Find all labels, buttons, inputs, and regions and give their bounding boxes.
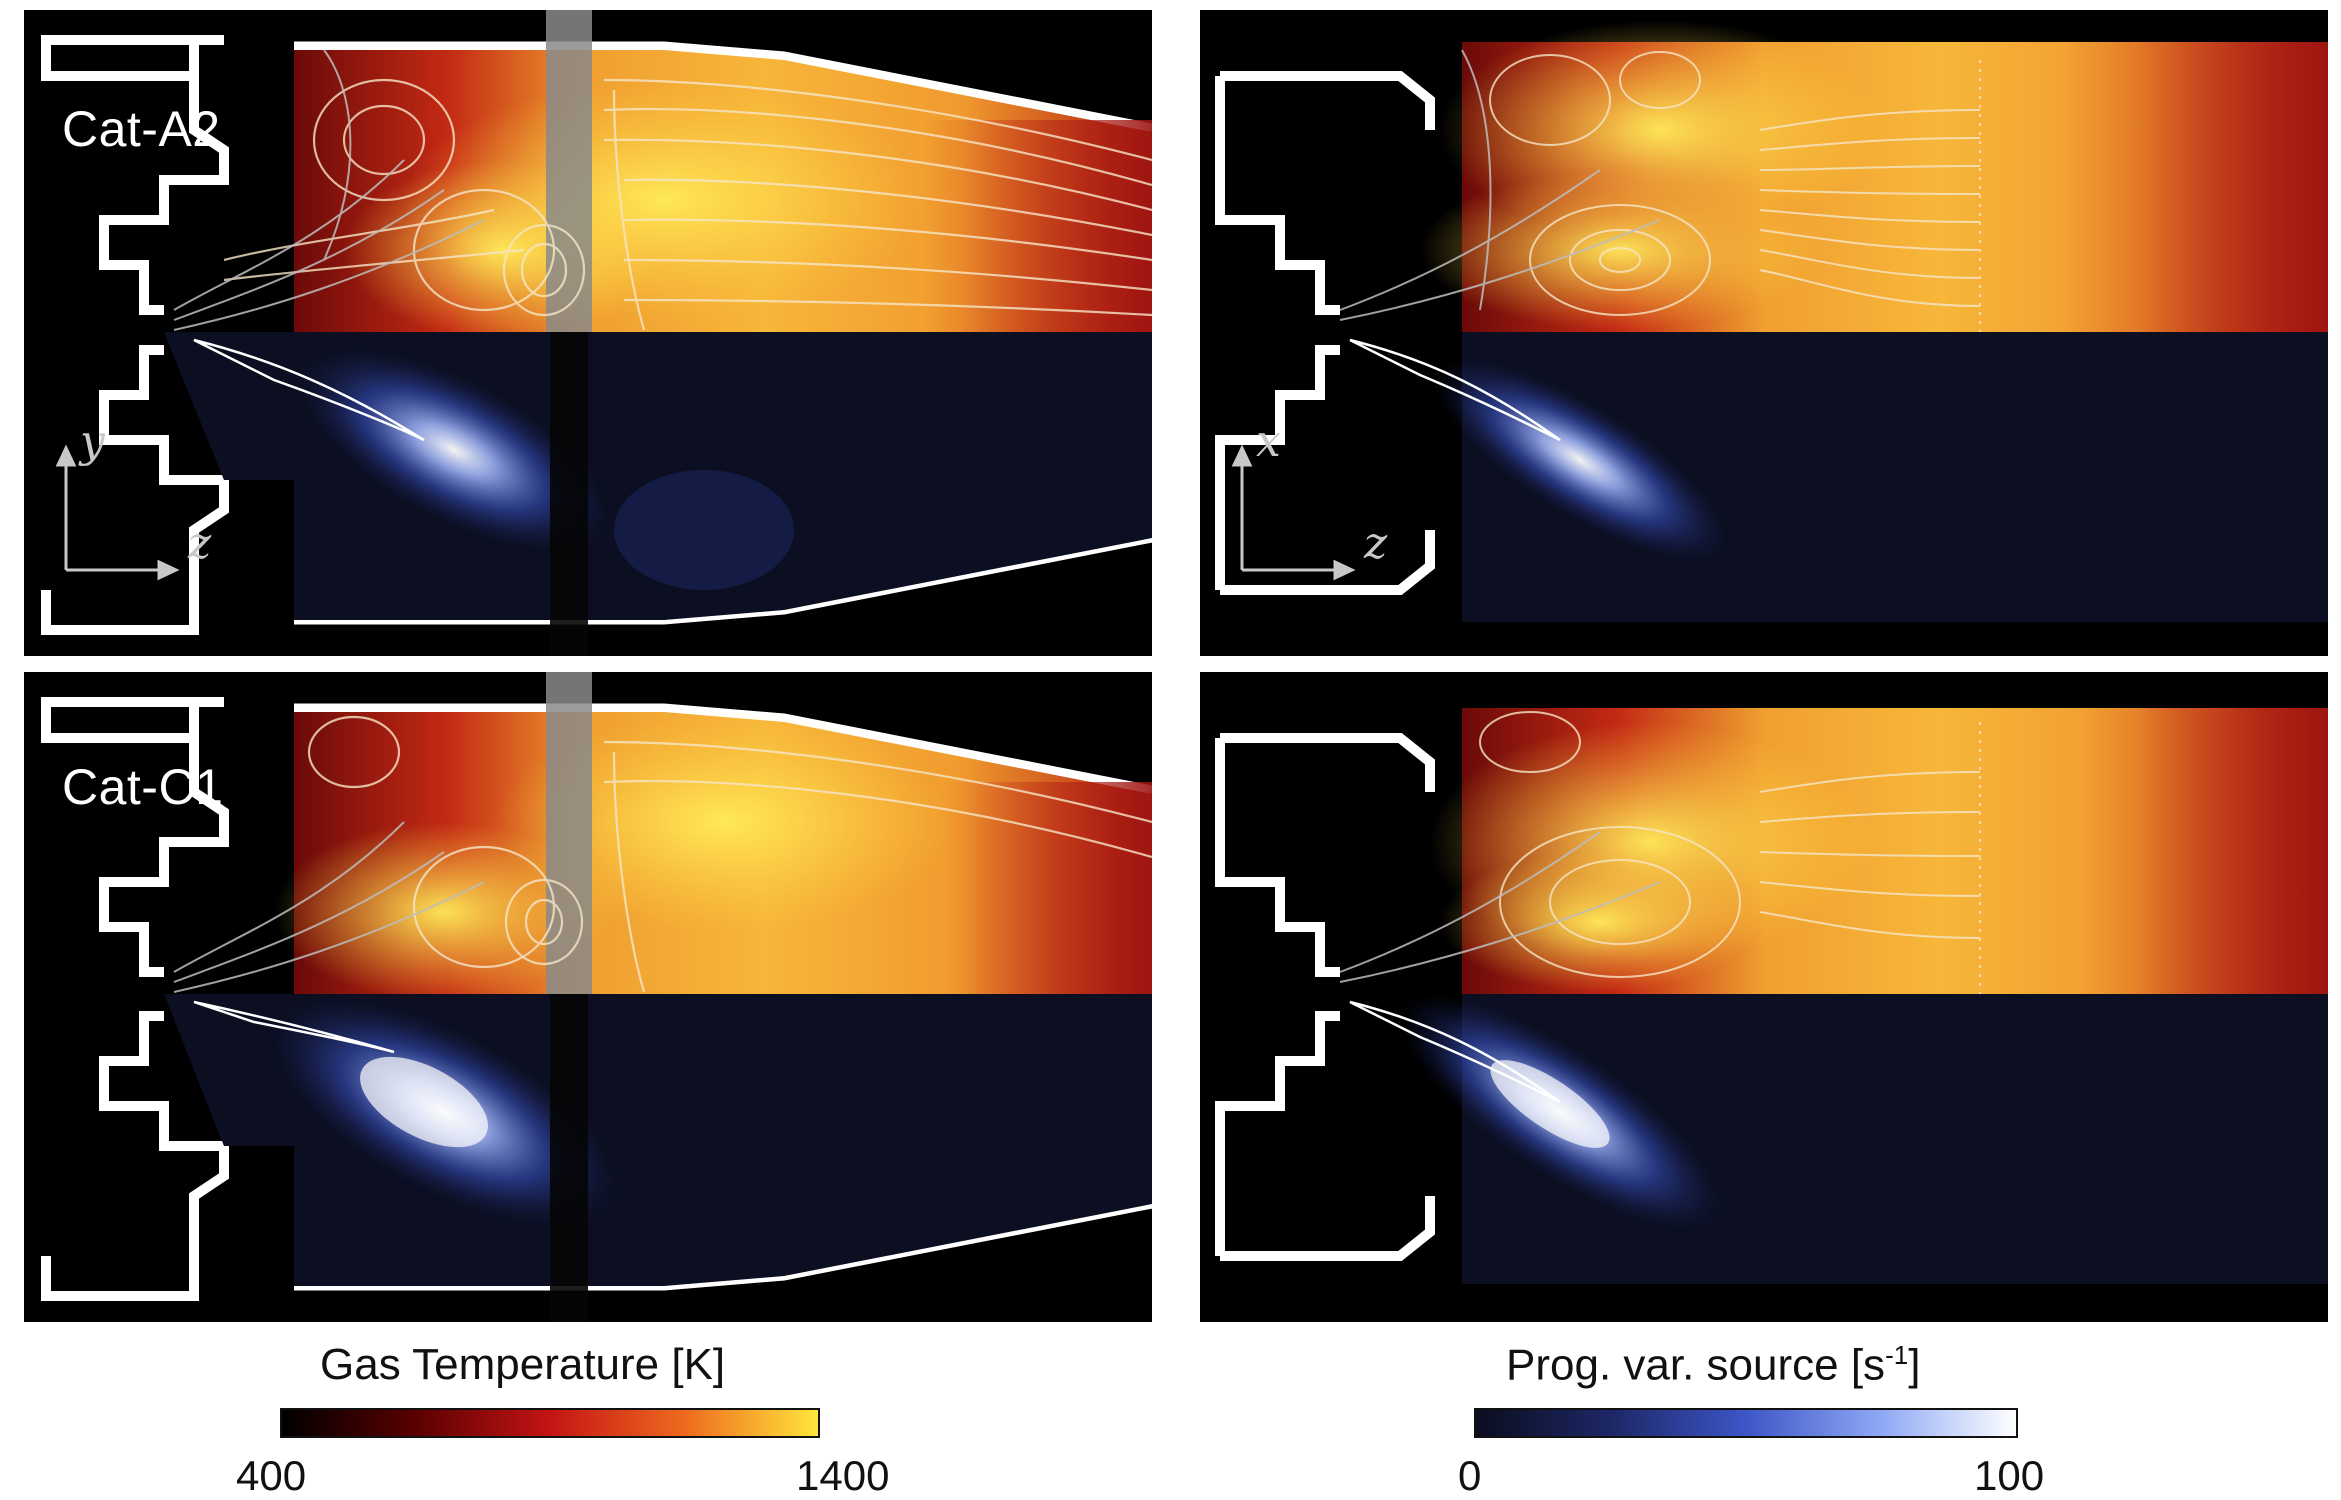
streamlines bbox=[223, 78, 1152, 331]
case-label: Cat-C1 bbox=[62, 759, 224, 815]
source-colorbar-min: 0 bbox=[1458, 1452, 1482, 1499]
temperature-colorbar-min: 400 bbox=[236, 1452, 307, 1499]
temperature-colorbar-max: 1400 bbox=[796, 1452, 890, 1499]
liner-top-outline bbox=[294, 41, 1152, 133]
streamlines bbox=[307, 715, 1152, 993]
axis-label-horizontal: z bbox=[1364, 518, 1388, 569]
source-colorbar bbox=[1474, 1408, 2018, 1438]
panel-cat-c1-top bbox=[1200, 672, 2328, 1322]
dilution-jet bbox=[546, 10, 592, 332]
streamlines bbox=[1479, 711, 1981, 994]
case-label: Cat-A2 bbox=[62, 101, 221, 157]
panel-cat-a2-side: Cat-A2 y z bbox=[24, 10, 1152, 656]
source-colorbar-title: Prog. var. source [s-1] bbox=[1506, 1340, 1921, 1390]
panel-cat-c1-side: Cat-C1 bbox=[24, 672, 1152, 1322]
combustor-side-view-c1 bbox=[24, 672, 1152, 1322]
axis-label-vertical: y bbox=[80, 416, 105, 467]
axis-label-vertical: x bbox=[1256, 416, 1281, 467]
temperature-colorbar bbox=[280, 1408, 820, 1438]
source-colorbar-max: 100 bbox=[1974, 1452, 2045, 1499]
panel-cat-a2-top: x z bbox=[1200, 10, 2328, 656]
axis-label-horizontal: z bbox=[188, 518, 212, 569]
combustor-side-view-a2 bbox=[24, 10, 1152, 656]
axis-arrows bbox=[1231, 444, 1356, 581]
combustor-top-view-a2 bbox=[1200, 10, 2328, 656]
temperature-colorbar-title: Gas Temperature [K] bbox=[320, 1340, 726, 1389]
combustor-top-view-c1 bbox=[1200, 672, 2328, 1322]
axis-arrows bbox=[55, 444, 180, 581]
streamlines bbox=[1489, 51, 1981, 332]
